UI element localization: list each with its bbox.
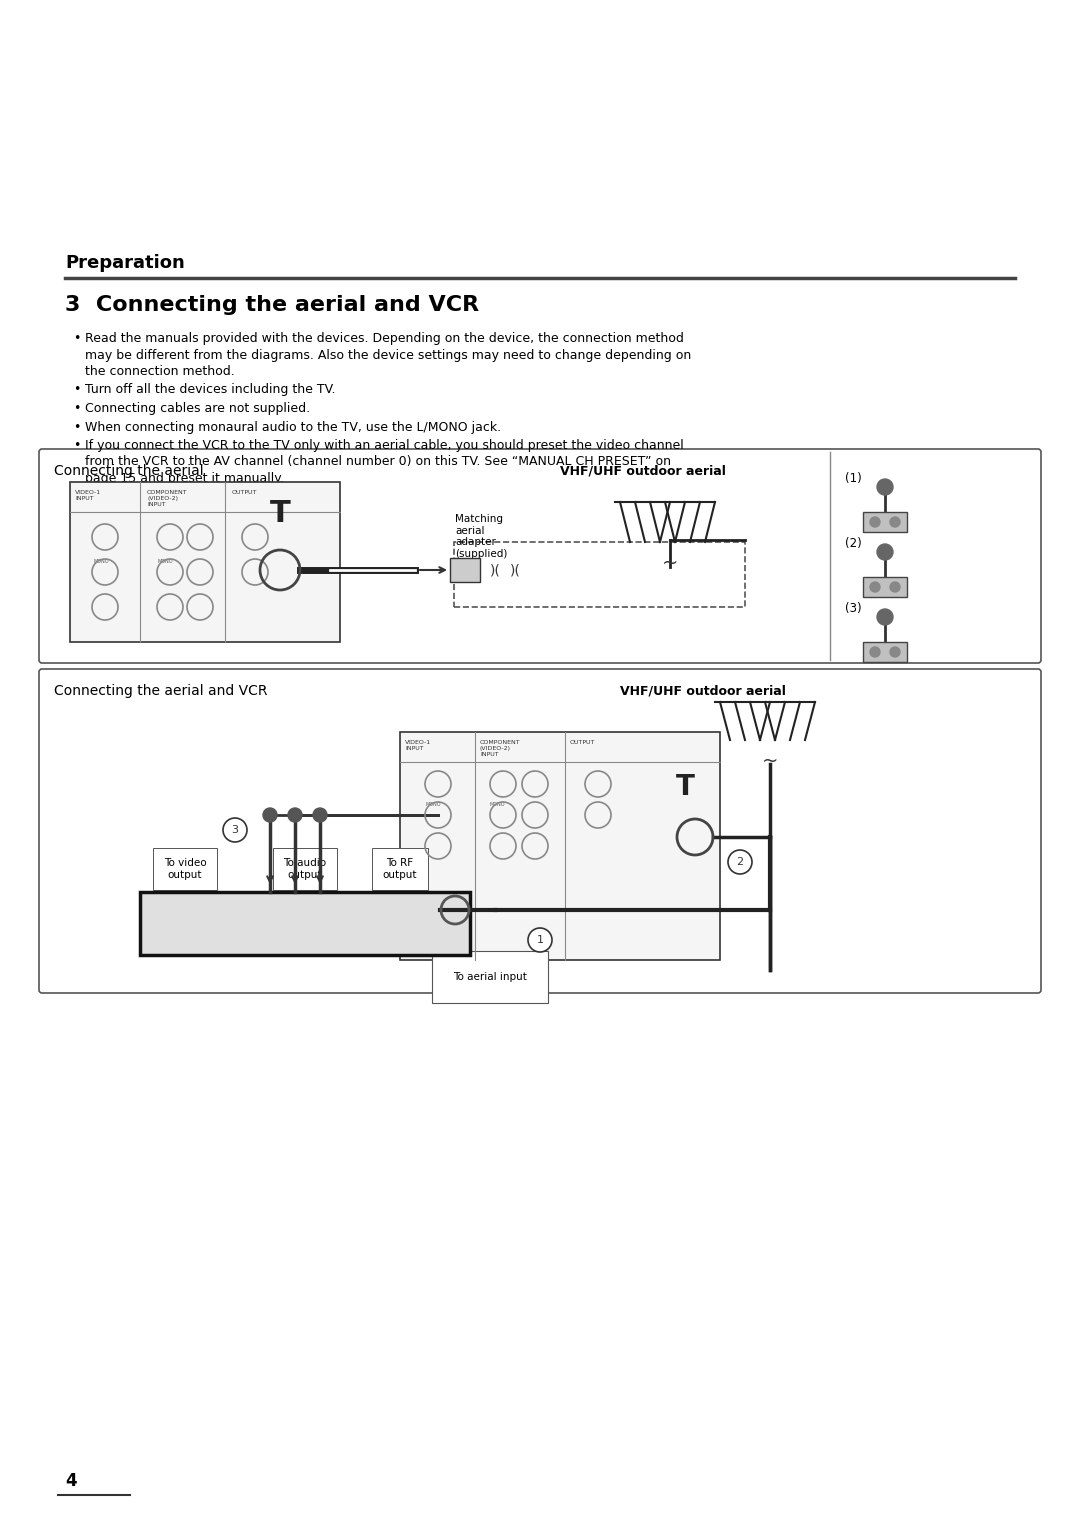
Text: the connection method.: the connection method.	[85, 365, 234, 377]
Text: T: T	[270, 500, 291, 529]
Text: Preparation: Preparation	[65, 254, 185, 272]
Text: MONO: MONO	[426, 802, 441, 807]
Text: page 15 and preset it manually.: page 15 and preset it manually.	[85, 472, 284, 484]
Text: Read the manuals provided with the devices. Depending on the device, the connect: Read the manuals provided with the devic…	[85, 332, 684, 345]
Bar	[863, 642, 907, 662]
Text: COMPONENT
(VIDEO-2)
INPUT: COMPONENT (VIDEO-2) INPUT	[480, 740, 521, 756]
Text: •: •	[73, 420, 80, 434]
Bar	[863, 512, 907, 532]
Text: (3): (3)	[845, 602, 862, 614]
Text: VHF/UHF outdoor aerial: VHF/UHF outdoor aerial	[620, 685, 786, 697]
Text: )(: )(	[510, 562, 521, 578]
Text: T: T	[676, 773, 694, 801]
Bar	[863, 578, 907, 597]
Text: To video
output: To video output	[164, 859, 206, 880]
Text: 3: 3	[231, 825, 239, 834]
Text: •: •	[73, 384, 80, 396]
Bar	[454, 542, 745, 607]
Circle shape	[870, 646, 880, 657]
Text: Turn off all the devices including the TV.: Turn off all the devices including the T…	[85, 384, 336, 396]
Text: MONO: MONO	[93, 559, 108, 564]
Circle shape	[890, 582, 900, 591]
Bar	[400, 732, 720, 960]
Circle shape	[313, 808, 327, 822]
Text: )(: )(	[490, 562, 501, 578]
Text: •: •	[73, 402, 80, 416]
Text: VHF/UHF outdoor aerial: VHF/UHF outdoor aerial	[561, 465, 726, 477]
Text: 3  Connecting the aerial and VCR: 3 Connecting the aerial and VCR	[65, 295, 480, 315]
Text: MONO: MONO	[158, 559, 174, 564]
FancyBboxPatch shape	[39, 669, 1041, 993]
Text: may be different from the diagrams. Also the device settings may need to change : may be different from the diagrams. Also…	[85, 348, 691, 362]
Text: VCR: VCR	[145, 941, 186, 960]
Text: VIDEO-1
INPUT: VIDEO-1 INPUT	[75, 490, 102, 501]
Circle shape	[890, 646, 900, 657]
Text: •: •	[73, 332, 80, 345]
Text: Connecting cables are not supplied.: Connecting cables are not supplied.	[85, 402, 310, 416]
Text: If you connect the VCR to the TV only with an aerial cable, you should preset th: If you connect the VCR to the TV only wi…	[85, 439, 684, 452]
Text: OUTPUT: OUTPUT	[232, 490, 257, 495]
Text: VIDEO-1
INPUT: VIDEO-1 INPUT	[405, 740, 431, 750]
Text: 4: 4	[65, 1471, 77, 1490]
Circle shape	[877, 478, 893, 495]
Text: When connecting monaural audio to the TV, use the L/MONO jack.: When connecting monaural audio to the TV…	[85, 420, 501, 434]
Text: (2): (2)	[845, 536, 862, 550]
Text: Connecting the aerial and VCR: Connecting the aerial and VCR	[54, 685, 268, 698]
Text: •: •	[73, 439, 80, 452]
Text: (1): (1)	[845, 472, 862, 484]
Bar	[450, 558, 480, 582]
Text: 1: 1	[537, 935, 543, 944]
Circle shape	[222, 817, 247, 842]
Circle shape	[528, 927, 552, 952]
Text: To aerial input: To aerial input	[454, 972, 527, 983]
Circle shape	[890, 516, 900, 527]
Circle shape	[877, 544, 893, 559]
Text: To audio
output: To audio output	[283, 859, 326, 880]
Circle shape	[728, 850, 752, 874]
Circle shape	[264, 808, 276, 822]
Bar	[140, 892, 470, 955]
Text: ~: ~	[761, 752, 779, 772]
Text: OUTPUT: OUTPUT	[570, 740, 595, 746]
Text: Matching
aerial
adapter
(supplied): Matching aerial adapter (supplied)	[455, 513, 508, 559]
Text: MONO: MONO	[490, 802, 505, 807]
FancyBboxPatch shape	[39, 449, 1041, 663]
Text: To RF
output: To RF output	[382, 859, 417, 880]
Text: from the VCR to the AV channel (channel number 0) on this TV. See “MANUAL CH PRE: from the VCR to the AV channel (channel …	[85, 455, 671, 469]
Bar	[70, 481, 340, 642]
Text: 2: 2	[737, 857, 743, 866]
Text: COMPONENT
(VIDEO-2)
INPUT: COMPONENT (VIDEO-2) INPUT	[147, 490, 188, 507]
Text: Connecting the aerial: Connecting the aerial	[54, 465, 204, 478]
Circle shape	[877, 610, 893, 625]
Circle shape	[870, 582, 880, 591]
Text: ~: ~	[662, 555, 678, 573]
Circle shape	[288, 808, 302, 822]
Circle shape	[870, 516, 880, 527]
